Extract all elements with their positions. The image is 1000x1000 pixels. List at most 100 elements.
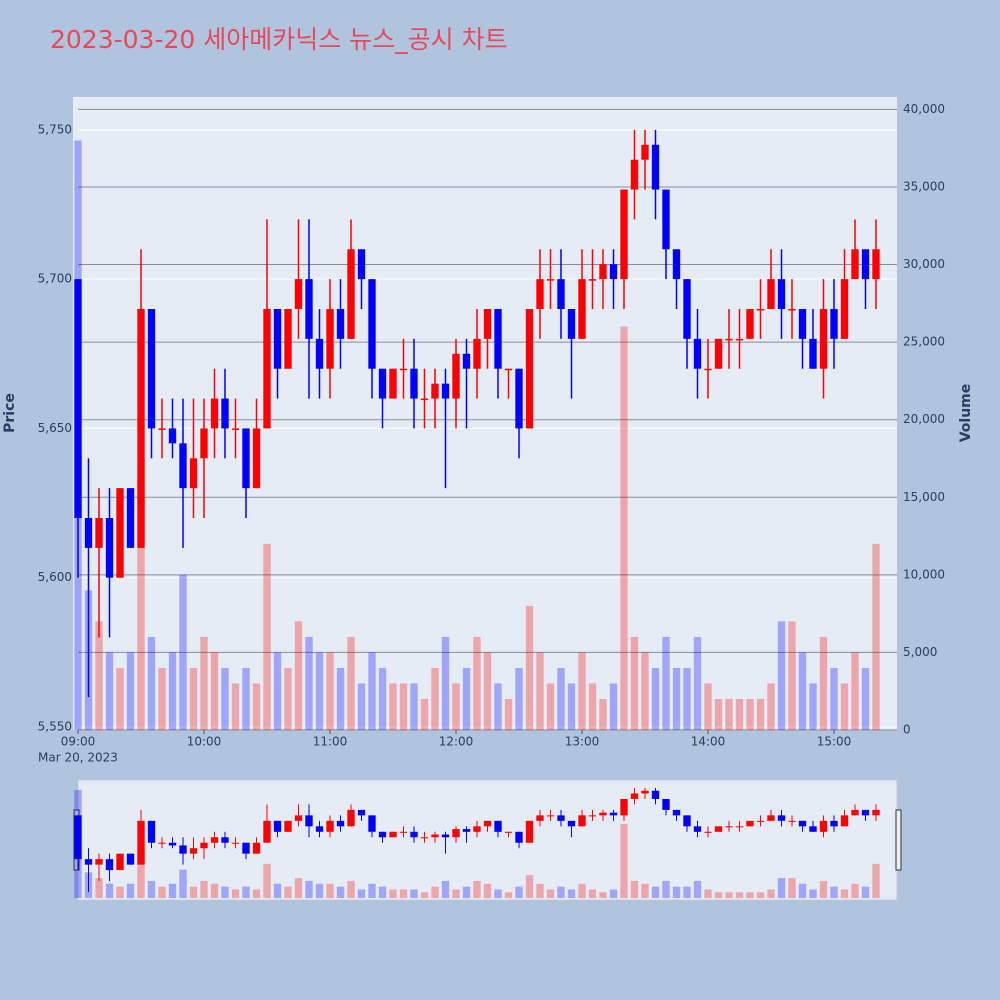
slider-volume-bar xyxy=(725,892,733,898)
slider-volume-bar xyxy=(515,886,523,898)
volume-bar xyxy=(777,621,786,730)
slider-candle-body xyxy=(189,848,198,854)
candle-body xyxy=(441,383,450,399)
volume-bar xyxy=(284,667,292,730)
slider-candle-body xyxy=(294,815,303,821)
slider-candle-body xyxy=(767,815,775,821)
candle-body xyxy=(714,338,723,369)
x-tick-label: 10:00 xyxy=(187,735,222,749)
volume-bar xyxy=(525,605,534,730)
candle-body xyxy=(431,383,439,399)
slider-volume-bar xyxy=(746,892,754,898)
volume-bar xyxy=(326,652,334,730)
slider-candle-body xyxy=(494,820,502,832)
slider-candle-body xyxy=(578,815,586,827)
candle-body xyxy=(683,279,691,339)
volume-bar xyxy=(599,698,607,730)
slider-volume-bar xyxy=(641,883,649,898)
volume-bar xyxy=(641,652,649,730)
volume-bar xyxy=(263,543,271,730)
candle-body xyxy=(872,249,880,280)
volume-bar xyxy=(788,621,796,730)
candle-body xyxy=(263,308,271,429)
slider-volume-bar xyxy=(189,886,198,898)
volume-bar xyxy=(851,652,859,730)
slider-volume-bar xyxy=(126,883,135,898)
y2-tick-label: 10,000 xyxy=(903,567,945,581)
candle-body xyxy=(557,279,565,309)
volume-bar xyxy=(756,698,765,730)
slider-volume-bar xyxy=(851,883,859,898)
y-tick-label: 5,700 xyxy=(38,272,72,286)
slider-candle-body xyxy=(683,815,691,827)
volume-bar xyxy=(389,683,397,730)
candle-body xyxy=(840,279,849,339)
y2-tick-label: 30,000 xyxy=(903,257,945,271)
slider-volume-bar xyxy=(525,875,534,898)
candle-body xyxy=(861,249,870,280)
candle-body xyxy=(126,488,135,548)
slider-volume-bar xyxy=(95,878,103,898)
slider-volume-bar xyxy=(704,889,712,898)
slider-volume-bar xyxy=(756,892,765,898)
volume-bar xyxy=(504,698,513,730)
candle-body xyxy=(515,368,523,429)
slider-volume-bar xyxy=(378,886,387,898)
slider-candle-body xyxy=(368,815,376,832)
slider-volume-bar xyxy=(714,892,723,898)
slider-volume-bar xyxy=(368,883,376,898)
slider-volume-bar xyxy=(651,886,660,898)
volume-bar xyxy=(347,636,355,730)
slider-candle-body xyxy=(389,831,397,838)
candle-body xyxy=(609,264,618,280)
candle-body xyxy=(693,338,702,369)
x-tick-label: 13:00 xyxy=(565,735,600,749)
y-axis-title: Price xyxy=(2,393,18,433)
slider-volume-bar xyxy=(662,880,670,898)
slider-volume-bar xyxy=(473,880,481,898)
slider-volume-bar xyxy=(494,889,502,898)
slider-candle-body xyxy=(179,845,187,854)
volume-bar xyxy=(483,652,492,730)
slider-candle-body xyxy=(105,859,114,871)
x-tick-label: 14:00 xyxy=(691,735,726,749)
volume-bar xyxy=(368,652,376,730)
candle-body xyxy=(662,189,670,250)
slider-volume-bar xyxy=(231,889,240,898)
slider-volume-bar xyxy=(305,880,313,898)
candle-body xyxy=(410,368,418,399)
volume-bar xyxy=(305,636,313,730)
volume-bar xyxy=(494,683,502,730)
volume-bar xyxy=(137,481,145,730)
candle-body xyxy=(788,308,796,311)
slider-candle-body xyxy=(431,834,439,838)
slider-candle-body xyxy=(567,820,576,827)
slider-candle-body xyxy=(452,829,460,838)
candle-body xyxy=(599,264,607,280)
slider-volume-bar xyxy=(389,889,397,898)
slider-handle[interactable] xyxy=(895,809,902,871)
slider-candle-body xyxy=(315,826,324,832)
volume-bar xyxy=(473,636,481,730)
volume-bar xyxy=(357,683,366,730)
volume-bar xyxy=(536,652,544,730)
candle-body xyxy=(137,308,145,548)
volume-bar xyxy=(515,667,523,730)
slider-volume-bar xyxy=(861,886,870,898)
slider-candle-body xyxy=(420,837,429,839)
slider-volume-bar xyxy=(567,889,576,898)
candle-body xyxy=(641,144,649,160)
volume-bar xyxy=(399,683,408,730)
volume-bar xyxy=(179,574,187,730)
slider-candle-body xyxy=(872,809,880,816)
volume-bar xyxy=(410,683,418,730)
y2-tick-label: 40,000 xyxy=(903,102,945,116)
slider-candle-body xyxy=(588,815,597,817)
candle-body xyxy=(305,279,313,339)
volume-bar xyxy=(105,652,114,730)
candle-body xyxy=(746,308,754,339)
slider-volume-bar xyxy=(252,889,261,898)
candle-body xyxy=(326,308,334,369)
candle-body xyxy=(147,308,156,429)
candle-body xyxy=(536,279,544,309)
